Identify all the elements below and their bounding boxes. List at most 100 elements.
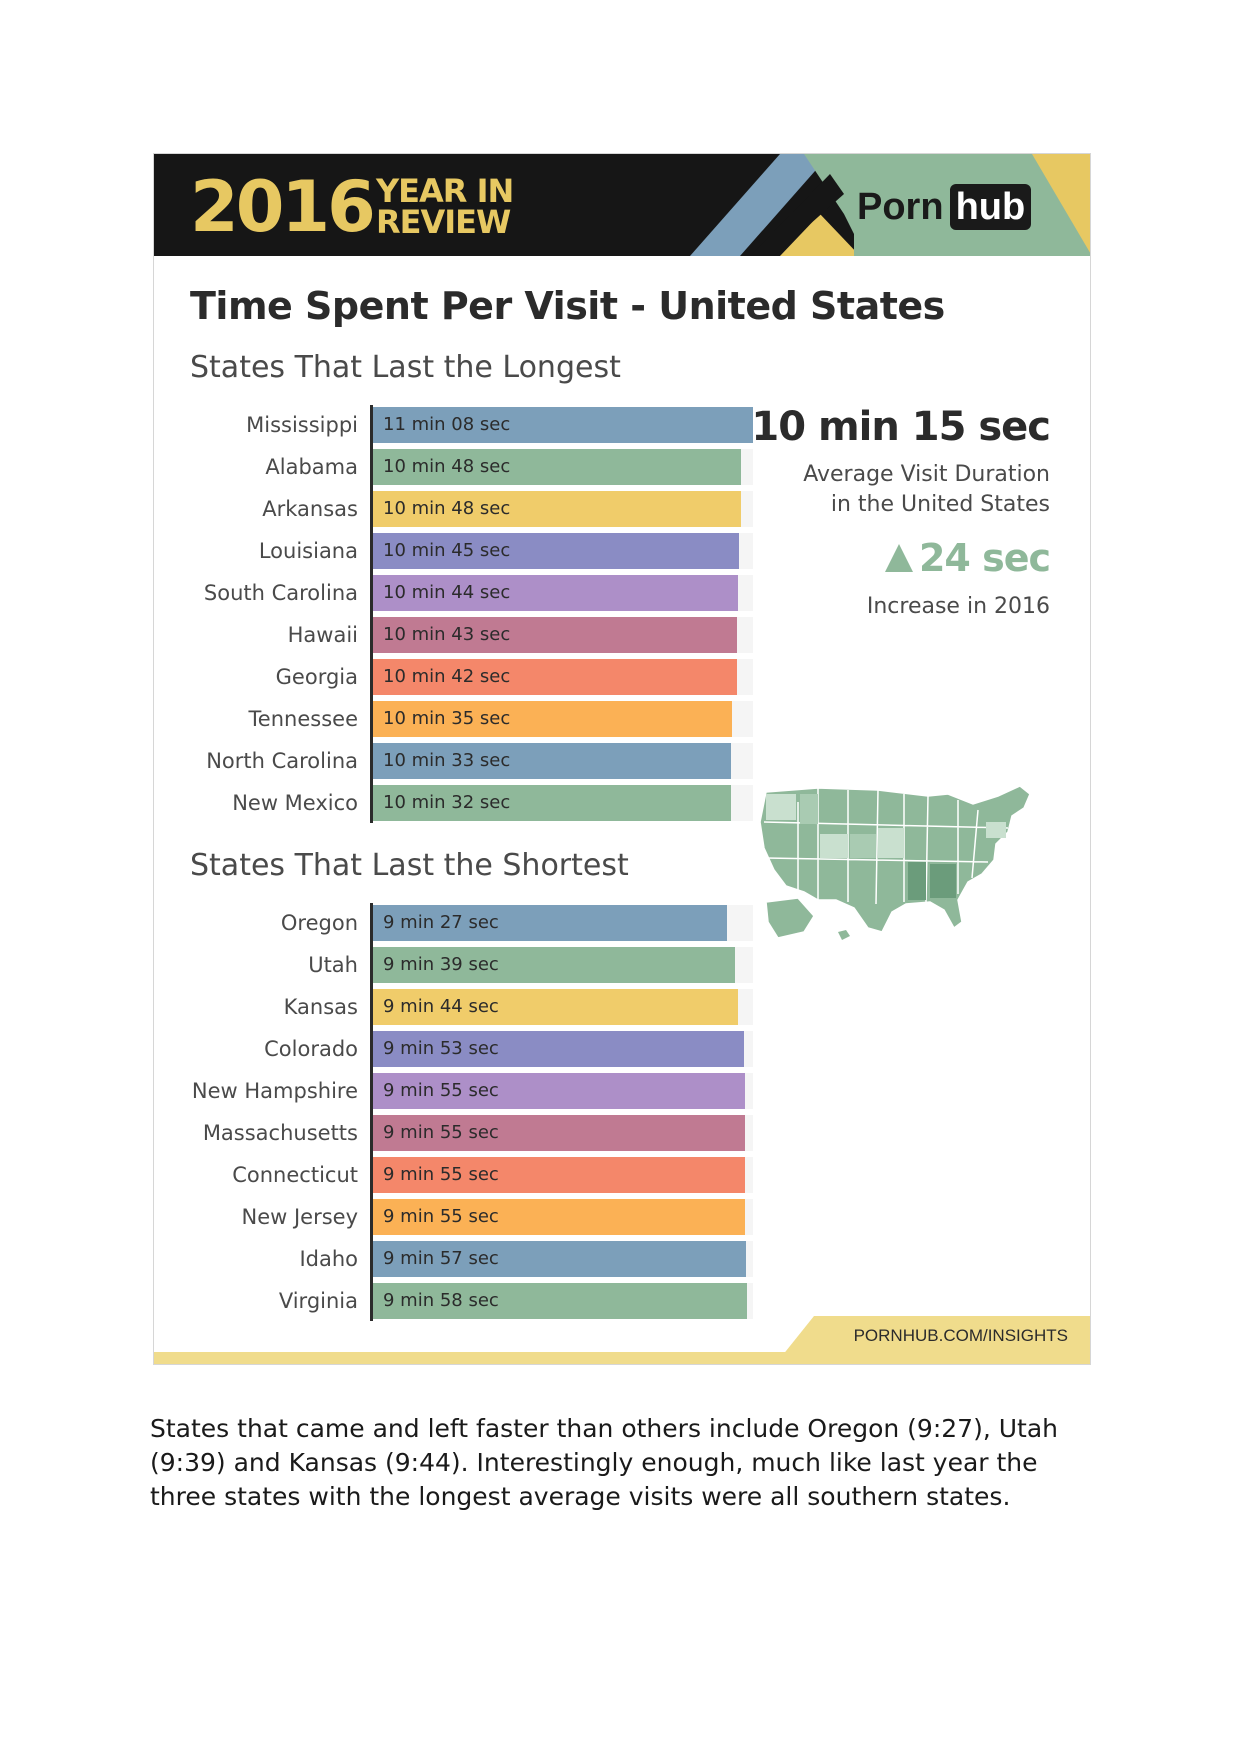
longest-bar [373, 617, 737, 653]
longest-value-label: 10 min 43 sec [383, 624, 511, 645]
longest-bar [373, 785, 731, 821]
longest-bar [373, 449, 741, 485]
shortest-category-label: Virginia [278, 1289, 358, 1313]
shortest-row: Oregon 9 min 27 sec [154, 905, 1090, 941]
increase-stat: 24 sec [884, 536, 1051, 580]
longest-category-label: Mississippi [246, 413, 358, 437]
longest-category-label: Georgia [275, 665, 358, 689]
shortest-bar [373, 1115, 745, 1151]
shortest-category-label: Massachusetts [202, 1121, 358, 1145]
longest-row: Mississippi 11 min 08 sec [154, 407, 1090, 443]
brand-logo: Porn hub [857, 184, 1032, 230]
longest-category-label: Hawaii [287, 623, 358, 647]
shortest-bar [373, 1157, 745, 1193]
shortest-bar [373, 947, 735, 983]
shortest-bar [373, 905, 727, 941]
longest-value-label: 10 min 44 sec [383, 582, 511, 603]
banner-year-in: YEAR IN [376, 172, 514, 210]
shortest-axis-line [370, 903, 373, 1321]
shortest-row: New Jersey 9 min 55 sec [154, 1199, 1090, 1235]
increase-value: 24 sec [918, 536, 1051, 580]
shortest-row: Kansas 9 min 44 sec [154, 989, 1090, 1025]
shortest-value-label: 9 min 39 sec [383, 954, 499, 975]
longest-value-label: 11 min 08 sec [383, 414, 511, 435]
longest-bar [373, 407, 753, 443]
shortest-category-label: New Hampshire [191, 1079, 358, 1103]
average-caption-line-2: in the United States [830, 492, 1050, 517]
banner-review: REVIEW [376, 203, 511, 241]
shortest-bar [373, 1073, 745, 1109]
shortest-row: Massachusetts 9 min 55 sec [154, 1115, 1090, 1151]
longest-bar [373, 659, 737, 695]
shortest-bar [373, 1283, 747, 1319]
longest-value-label: 10 min 33 sec [383, 750, 511, 771]
shortest-value-label: 9 min 27 sec [383, 912, 499, 933]
longest-row: Arkansas 10 min 48 sec [154, 491, 1090, 527]
longest-row: Georgia 10 min 42 sec [154, 659, 1090, 695]
footer-band [154, 1316, 1090, 1364]
longest-axis-line [370, 405, 373, 823]
article-caption: States that came and left faster than ot… [150, 1414, 1058, 1511]
longest-row: New Mexico 10 min 32 sec [154, 785, 1090, 821]
shortest-value-label: 9 min 55 sec [383, 1122, 499, 1143]
longest-value-label: 10 min 35 sec [383, 708, 511, 729]
shortest-value-label: 9 min 44 sec [383, 996, 499, 1017]
longest-value-label: 10 min 45 sec [383, 540, 511, 561]
shortest-row: Idaho 9 min 57 sec [154, 1241, 1090, 1277]
longest-row: Louisiana 10 min 45 sec [154, 533, 1090, 569]
shortest-category-label: Idaho [299, 1247, 358, 1271]
longest-bar [373, 491, 741, 527]
header-banner [154, 154, 1090, 256]
shortest-category-label: Connecticut [232, 1163, 358, 1187]
longest-bar [373, 743, 731, 779]
shortest-category-label: Oregon [280, 911, 358, 935]
average-visit-duration: 10 min 15 sec [751, 404, 1051, 450]
logo-text: Porn [857, 185, 944, 228]
longest-row: Tennessee 10 min 35 sec [154, 701, 1090, 737]
longest-value-label: 10 min 48 sec [383, 456, 511, 477]
shortest-bar [373, 1199, 745, 1235]
shortest-row: Virginia 9 min 58 sec [154, 1283, 1090, 1319]
chart-title: Time Spent Per Visit - United States [190, 284, 945, 328]
longest-category-label: Tennessee [248, 707, 358, 731]
shortest-category-label: Colorado [264, 1037, 358, 1061]
shortest-value-label: 9 min 58 sec [383, 1290, 499, 1311]
insights-link[interactable]: PORNHUB.COM/INSIGHTS [853, 1326, 1068, 1345]
longest-row: South Carolina 10 min 44 sec [154, 575, 1090, 611]
increase-caption: Increase in 2016 [866, 594, 1050, 619]
shortest-value-label: 9 min 55 sec [383, 1080, 499, 1101]
shortest-row: Connecticut 9 min 55 sec [154, 1157, 1090, 1193]
longest-category-label: Louisiana [258, 539, 358, 563]
shortest-bar [373, 1241, 746, 1277]
shortest-value-label: 9 min 55 sec [383, 1206, 499, 1227]
longest-value-label: 10 min 48 sec [383, 498, 511, 519]
shortest-category-label: New Jersey [241, 1205, 358, 1229]
shortest-value-label: 9 min 57 sec [383, 1248, 499, 1269]
shortest-value-label: 9 min 53 sec [383, 1038, 499, 1059]
shortest-category-label: Utah [308, 953, 358, 977]
longest-category-label: Alabama [265, 455, 358, 479]
shortest-row: New Hampshire 9 min 55 sec [154, 1073, 1090, 1109]
longest-category-label: South Carolina [203, 581, 358, 605]
logo-badge: hub [949, 184, 1032, 230]
longest-value-label: 10 min 32 sec [383, 792, 511, 813]
banner-year: 2016 [190, 166, 376, 248]
shortest-row: Colorado 9 min 53 sec [154, 1031, 1090, 1067]
longest-row: Hawaii 10 min 43 sec [154, 617, 1090, 653]
longest-category-label: Arkansas [262, 497, 358, 521]
shortest-bar [373, 989, 738, 1025]
longest-value-label: 10 min 42 sec [383, 666, 511, 687]
banner-year-in-review: YEAR IN REVIEW [376, 172, 526, 241]
longest-category-label: North Carolina [206, 749, 358, 773]
shortest-row: Utah 9 min 39 sec [154, 947, 1090, 983]
shortest-value-label: 9 min 55 sec [383, 1164, 499, 1185]
section-title-longest: States That Last the Longest [190, 350, 621, 385]
infographic-card: 2016 YEAR IN REVIEW Porn hub Time Spent … [153, 153, 1091, 1365]
average-caption-line-1: Average Visit Duration [803, 462, 1050, 487]
longest-row: North Carolina 10 min 33 sec [154, 743, 1090, 779]
longest-row: Alabama 10 min 48 sec [154, 449, 1090, 485]
us-map-icon [759, 785, 1031, 940]
up-triangle-icon [884, 544, 913, 572]
shortest-category-label: Kansas [283, 995, 358, 1019]
average-caption: Average Visit Duration in the United Sta… [750, 460, 1050, 520]
